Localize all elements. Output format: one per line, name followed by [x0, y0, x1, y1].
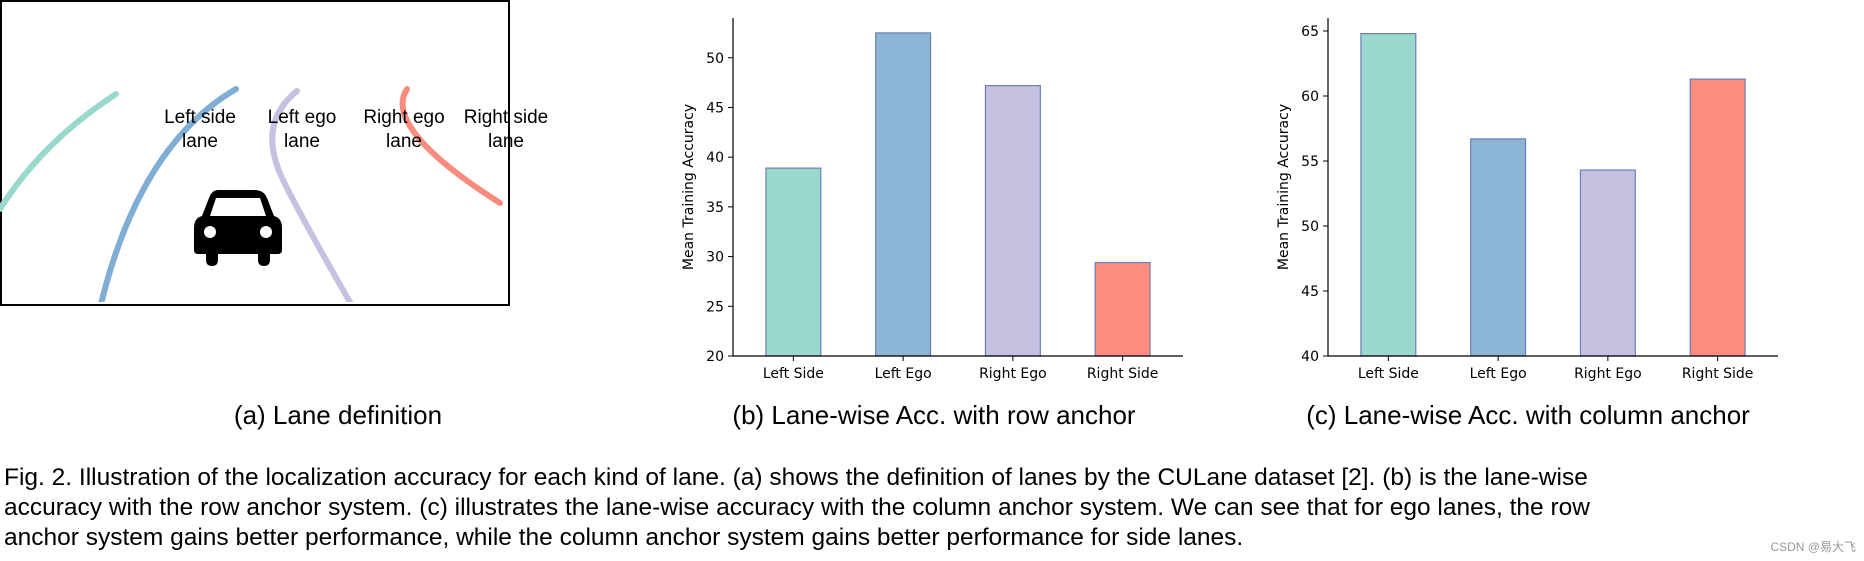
row-anchor-bar-1 — [875, 32, 932, 357]
row-anchor-y-tick-label: 30 — [706, 250, 724, 266]
column-anchor-y-tick-label: 65 — [1301, 24, 1319, 40]
lane-right-side — [399, 86, 503, 206]
column-anchor-bar-3 — [1689, 78, 1746, 357]
row-anchor-x-tick-label: Left Ego — [875, 366, 932, 382]
row-anchor-x-tick-label: Right Side — [1087, 366, 1159, 382]
car-icon — [194, 190, 282, 266]
watermark: CSDN @易大飞 — [1770, 540, 1856, 554]
subcaption-c: (c) Lane-wise Acc. with column anchor — [1306, 400, 1750, 430]
column-anchor-bar-0 — [1360, 32, 1417, 357]
lane-left-side — [0, 91, 119, 212]
column-anchor-y-tick-label: 60 — [1301, 89, 1319, 105]
row-anchor-bar-0 — [765, 167, 822, 357]
column-anchor-x-tick-label: Right Side — [1682, 366, 1754, 382]
lane-label-right-side: Right side lane — [463, 107, 549, 152]
lane-right-ego — [269, 88, 354, 302]
row-anchor-y-tick-label: 25 — [706, 299, 724, 315]
column-anchor-y-axis-label: Mean Training Accuracy — [1276, 104, 1292, 270]
figure-caption: Fig. 2. Illustration of the localization… — [4, 463, 1862, 553]
lane-drawing — [0, 86, 503, 302]
lane-definition-panel — [0, 0, 510, 306]
column-anchor-bar-1 — [1470, 138, 1527, 357]
caption-line: accuracy with the row anchor system. (c)… — [4, 494, 1590, 521]
lane-label-left-side: Left side lane — [164, 107, 236, 152]
row-anchor-y-axis-label: Mean Training Accuracy — [681, 104, 697, 270]
column-anchor-x-tick-label: Right Ego — [1574, 366, 1642, 382]
lane-left-ego — [98, 86, 239, 302]
lane-label-left-ego: Left ego lane — [267, 107, 337, 152]
column-anchor-y-tick-label: 55 — [1301, 154, 1319, 170]
column-anchor-y-tick-label: 45 — [1301, 284, 1319, 300]
row-anchor-x-tick-label: Right Ego — [979, 366, 1047, 382]
row-anchor-y-tick-label: 40 — [706, 150, 724, 166]
column-anchor-chart: Left Side Left Ego Right Ego Right Side 40 45… — [1276, 18, 1778, 382]
subcaption-a: (a) Lane definition — [233, 400, 443, 430]
column-anchor-x-tick-label: Left Side — [1358, 366, 1419, 382]
row-anchor-chart: Left Side Left Ego Right Ego Right Side 20 25… — [681, 18, 1183, 382]
row-anchor-y-tick-label: 45 — [706, 100, 724, 116]
caption-line: anchor system gains better performance, … — [4, 524, 1244, 551]
column-anchor-bar-2 — [1579, 169, 1636, 357]
subcaption-b: (b) Lane-wise Acc. with row anchor — [732, 400, 1136, 430]
row-anchor-bar-2 — [984, 84, 1041, 357]
column-anchor-y-tick-label: 50 — [1301, 219, 1319, 235]
row-anchor-bar-3 — [1094, 261, 1151, 357]
caption-line: Fig. 2. Illustration of the localization… — [4, 464, 1588, 491]
row-anchor-x-tick-label: Left Side — [763, 366, 824, 382]
column-anchor-x-tick-label: Left Ego — [1470, 366, 1527, 382]
column-anchor-y-tick-label: 40 — [1301, 349, 1319, 365]
row-anchor-y-tick-label: 35 — [706, 200, 724, 216]
lane-label-right-ego: Right ego lane — [363, 107, 445, 152]
row-anchor-y-tick-label: 20 — [706, 349, 724, 365]
row-anchor-y-tick-label: 50 — [706, 51, 724, 67]
